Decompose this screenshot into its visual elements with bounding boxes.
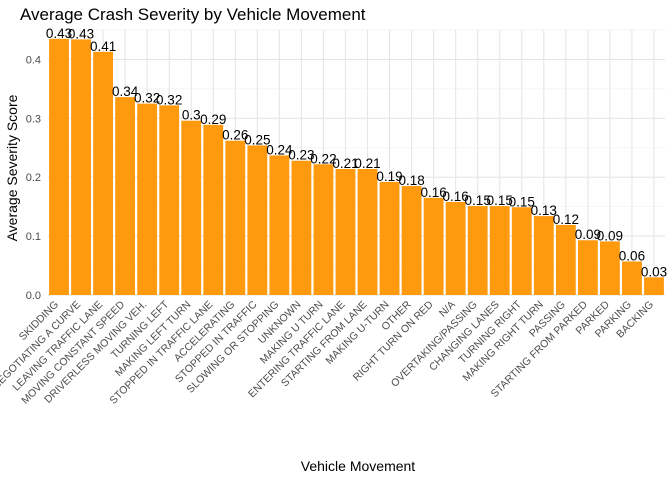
data-label: 0.34 <box>112 84 139 99</box>
data-label: 0.41 <box>90 39 116 54</box>
y-tick-label: 0.0 <box>26 290 41 302</box>
data-label: 0.32 <box>156 92 182 107</box>
data-label: 0.19 <box>376 169 402 184</box>
bar <box>247 145 268 295</box>
data-label: 0.32 <box>134 91 160 106</box>
bar <box>577 240 598 295</box>
y-tick-label: 0.1 <box>26 231 41 243</box>
bar <box>203 124 224 295</box>
bar <box>181 120 202 295</box>
data-label: 0.3 <box>182 108 201 123</box>
bar <box>445 201 466 295</box>
data-label: 0.13 <box>531 203 557 218</box>
bar <box>225 140 246 295</box>
bars <box>49 38 664 296</box>
data-label: 0.15 <box>509 194 535 209</box>
data-label: 0.16 <box>420 185 446 200</box>
bar <box>533 216 554 295</box>
bar <box>511 207 532 295</box>
y-axis-title: Average Severity Score <box>4 94 20 241</box>
bar <box>622 261 642 295</box>
data-label: 0.15 <box>465 193 491 208</box>
data-label: 0.23 <box>288 148 314 163</box>
x-axis-title: Vehicle Movement <box>301 458 416 474</box>
chart-title: Average Crash Severity by Vehicle Moveme… <box>20 5 366 24</box>
bar <box>71 39 91 295</box>
y-tick-label: 0.2 <box>26 172 41 184</box>
bar <box>93 51 114 296</box>
data-label: 0.29 <box>200 112 226 127</box>
data-label: 0.18 <box>398 173 424 188</box>
data-label: 0.09 <box>597 228 623 243</box>
bar <box>644 277 664 295</box>
data-label: 0.43 <box>46 26 72 41</box>
bar <box>313 164 334 295</box>
bar <box>379 181 400 295</box>
bar <box>555 224 576 295</box>
data-label: 0.22 <box>310 151 336 166</box>
bar <box>49 38 69 295</box>
bar <box>137 103 158 295</box>
data-label: 0.21 <box>332 156 358 171</box>
data-label: 0.43 <box>68 26 94 41</box>
bar <box>467 206 488 295</box>
y-axis-ticks: 0.0 0.1 0.2 0.3 0.4 <box>26 54 41 302</box>
bar <box>335 168 356 295</box>
bar <box>489 206 510 295</box>
bar <box>291 160 312 295</box>
bar <box>357 168 378 295</box>
data-label: 0.21 <box>354 156 380 171</box>
bar <box>115 97 136 295</box>
data-label: 0.16 <box>443 189 469 204</box>
y-tick-label: 0.3 <box>26 113 41 125</box>
data-label: 0.06 <box>619 248 645 263</box>
bar <box>599 241 620 295</box>
data-label: 0.25 <box>244 132 270 147</box>
bar <box>423 197 444 295</box>
data-label: 0.26 <box>222 128 248 143</box>
bar <box>401 186 422 295</box>
data-label: 0.09 <box>575 227 601 242</box>
bar <box>269 155 290 295</box>
data-label: 0.03 <box>641 264 667 279</box>
data-label: 0.12 <box>553 212 579 227</box>
data-labels: 0.430.430.410.340.320.320.3 0.290.260.250… <box>46 26 667 280</box>
data-label: 0.15 <box>487 193 513 208</box>
data-label: 0.24 <box>266 142 293 157</box>
y-tick-label: 0.4 <box>26 54 41 66</box>
bar <box>159 105 180 295</box>
